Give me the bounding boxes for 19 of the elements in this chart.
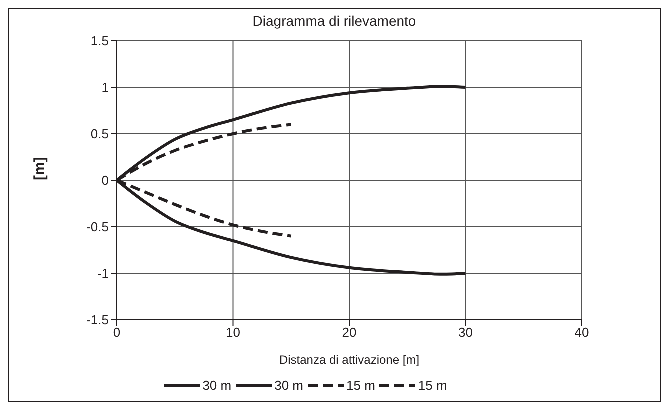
legend-label: 30 m bbox=[202, 378, 232, 393]
x-axis-title: Distanza di attivazione [m] bbox=[279, 353, 420, 367]
chart-title: Diagramma di rilevamento bbox=[252, 13, 418, 29]
x-tick-label: 10 bbox=[226, 325, 240, 340]
y-tick-label: 1.5 bbox=[90, 34, 109, 49]
legend-label: 15 m bbox=[418, 378, 448, 393]
legend-label: 15 m bbox=[346, 378, 376, 393]
x-tick-label: 40 bbox=[574, 325, 590, 340]
y-tick-label: -0.5 bbox=[86, 220, 109, 235]
legend-label: 30 m bbox=[274, 378, 304, 393]
x-tick-label: 20 bbox=[342, 325, 357, 340]
y-axis-title: [m] bbox=[31, 157, 48, 180]
y-tick-label: -1.5 bbox=[86, 312, 109, 328]
y-tick-label: 0 bbox=[102, 173, 109, 188]
y-tick-label: 0.5 bbox=[90, 126, 109, 142]
y-tick-label: -1 bbox=[97, 266, 109, 282]
x-tick-label: 0 bbox=[113, 325, 121, 340]
y-tick-label: 1 bbox=[102, 80, 109, 96]
x-tick-label: 30 bbox=[458, 325, 473, 340]
